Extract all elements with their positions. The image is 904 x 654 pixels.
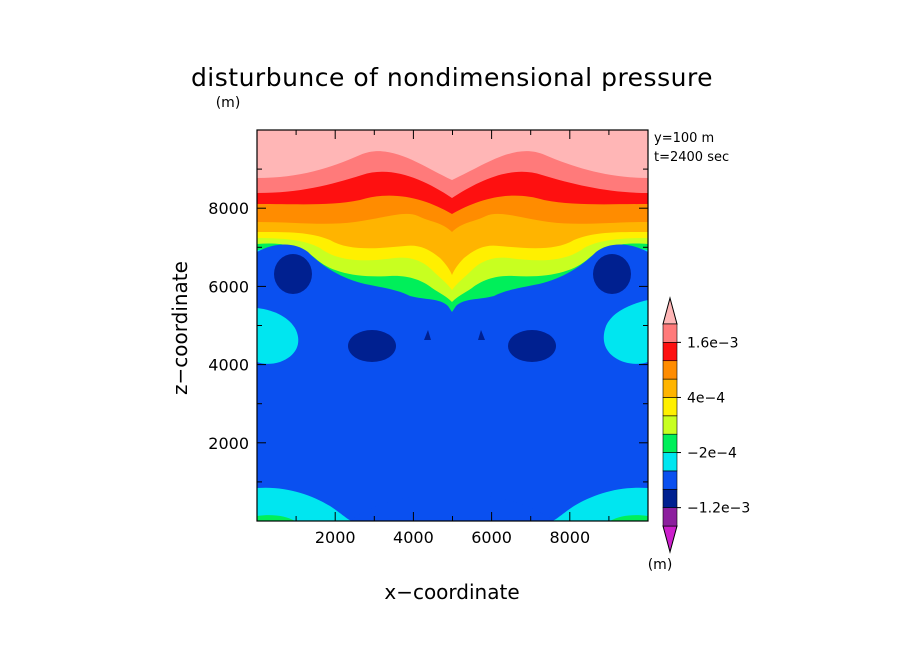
x-tick-label: 4000 xyxy=(393,528,434,547)
x-axis-label: x−coordinate xyxy=(384,580,519,604)
colorbar-label: −2e−4 xyxy=(687,446,737,462)
contour-band-blue-main xyxy=(257,244,648,521)
contour-darkblue-left-mid xyxy=(348,330,396,362)
contour-darkblue-spike-left xyxy=(424,330,431,340)
y-tick-label: 4000 xyxy=(208,356,249,375)
contour-green-bottom-right xyxy=(610,515,648,521)
colorbar-segment xyxy=(662,415,678,435)
colorbar-segment xyxy=(662,488,678,508)
y-axis-label: z−coordinate xyxy=(168,261,192,395)
colorbar-label: 4e−4 xyxy=(687,390,725,406)
x-tick-label: 2000 xyxy=(315,528,356,547)
contour-darkblue-right-upper xyxy=(593,254,631,294)
x-tick-label: 8000 xyxy=(549,528,590,547)
contour-cyan-right-lobe xyxy=(603,300,648,364)
colorbar-segment xyxy=(662,433,678,453)
y-tick-label: 8000 xyxy=(208,199,249,218)
colorbar-segment xyxy=(662,360,678,380)
colorbar-label: 1.6e−3 xyxy=(687,335,739,351)
plot-area xyxy=(256,129,649,522)
colorbar-segment xyxy=(662,378,678,398)
colorbar-triangle-high xyxy=(662,296,678,325)
annotation-t: t=2400 sec xyxy=(654,150,729,165)
colorbar-segment xyxy=(662,470,678,490)
colorbar-triangle-low xyxy=(662,525,678,554)
annotation-y: y=100 m xyxy=(654,131,714,146)
colorbar: 1.6e−3 4e−4 −2e−4 −1.2e−3 xyxy=(662,296,750,554)
colorbar-segment xyxy=(662,507,678,527)
contour-blue-bottom-center xyxy=(350,494,554,521)
y-tick-label: 6000 xyxy=(208,277,249,296)
colorbar-segment xyxy=(662,342,678,362)
colorbar-segment xyxy=(662,452,678,472)
chart-title: disturbunce of nondimensional pressure xyxy=(191,63,713,92)
contour-darkblue-spike-right xyxy=(478,330,485,340)
axes: 2000 4000 6000 8000 2000 4000 6000 8000 xyxy=(208,130,648,547)
colorbar-segment xyxy=(662,323,678,343)
contour-cyan-left-lobe xyxy=(257,308,299,364)
x-tick-label: 6000 xyxy=(471,528,512,547)
colorbar-segment xyxy=(662,397,678,417)
colorbar-unit: (m) xyxy=(648,557,673,573)
y-tick-label: 2000 xyxy=(208,434,249,453)
colorbar-label: −1.2e−3 xyxy=(687,501,750,517)
title-unit: (m) xyxy=(216,95,241,111)
contour-darkblue-right-mid xyxy=(508,330,556,362)
contour-darkblue-left-upper xyxy=(274,254,312,294)
contour-green-bottom-left xyxy=(257,515,295,521)
